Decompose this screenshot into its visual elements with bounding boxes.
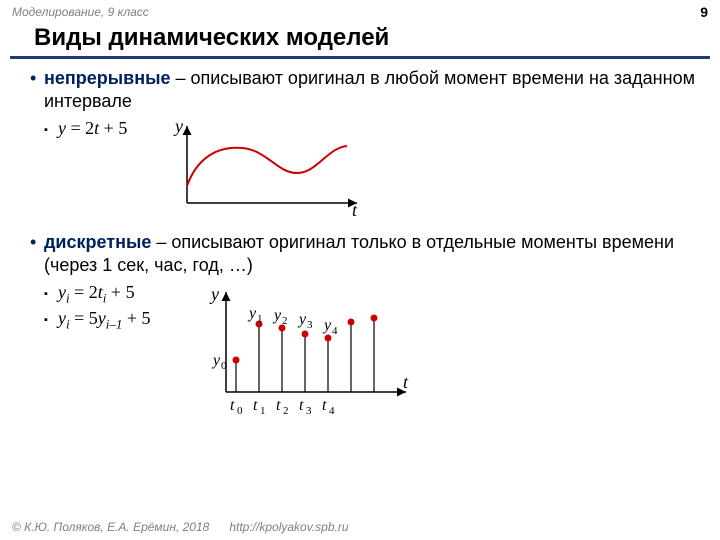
svg-text:0: 0	[237, 405, 243, 417]
svg-text:0: 0	[221, 360, 227, 372]
svg-text:4: 4	[329, 405, 335, 417]
continuous-chart: yt	[167, 118, 367, 223]
copyright: © К.Ю. Поляков, Е.А. Ерёмин, 2018	[12, 520, 209, 534]
svg-text:t: t	[276, 397, 281, 414]
section2-bullet: дискретные – описывают оригинал только в…	[30, 231, 700, 278]
svg-text:y: y	[322, 317, 332, 334]
svg-text:y: y	[247, 305, 257, 322]
svg-text:t: t	[299, 397, 304, 414]
section2-formula1: yi = 2ti + 5	[30, 282, 151, 307]
svg-text:y: y	[211, 352, 221, 369]
section2-formula2: yi = 5yi–1 + 5	[30, 308, 151, 333]
svg-text:t: t	[352, 200, 358, 218]
section1-term: непрерывные	[44, 68, 170, 88]
svg-text:3: 3	[307, 319, 313, 331]
section2-term: дискретные	[44, 232, 151, 252]
svg-text:y: y	[173, 118, 183, 136]
svg-text:t: t	[230, 397, 235, 414]
svg-text:y: y	[209, 284, 219, 304]
footer: © К.Ю. Поляков, Е.А. Ерёмин, 2018 http:/…	[12, 520, 349, 534]
footer-url: http://kpolyakov.spb.ru	[229, 520, 348, 534]
svg-text:1: 1	[260, 405, 266, 417]
svg-text:2: 2	[283, 405, 289, 417]
svg-text:t: t	[322, 397, 327, 414]
svg-text:2: 2	[282, 315, 288, 327]
page-title: Виды динамических моделей	[10, 22, 710, 59]
svg-text:y: y	[297, 311, 307, 328]
svg-text:t: t	[253, 397, 258, 414]
course-label: Моделирование, 9 класс	[12, 5, 149, 19]
svg-text:y: y	[272, 307, 282, 324]
section2-formulas: yi = 2ti + 5 yi = 5yi–1 + 5	[30, 282, 151, 335]
svg-text:4: 4	[332, 325, 338, 337]
section1-formula: y = 2t + 5	[30, 118, 127, 139]
svg-text:3: 3	[306, 405, 312, 417]
svg-text:t: t	[403, 372, 409, 392]
page-number: 9	[700, 4, 708, 20]
svg-text:1: 1	[257, 313, 263, 325]
section1-bullet: непрерывные – описывают оригинал в любой…	[30, 67, 700, 114]
discrete-chart: ytt0y0t1y1t2y2t3y3t4y4	[191, 282, 451, 427]
